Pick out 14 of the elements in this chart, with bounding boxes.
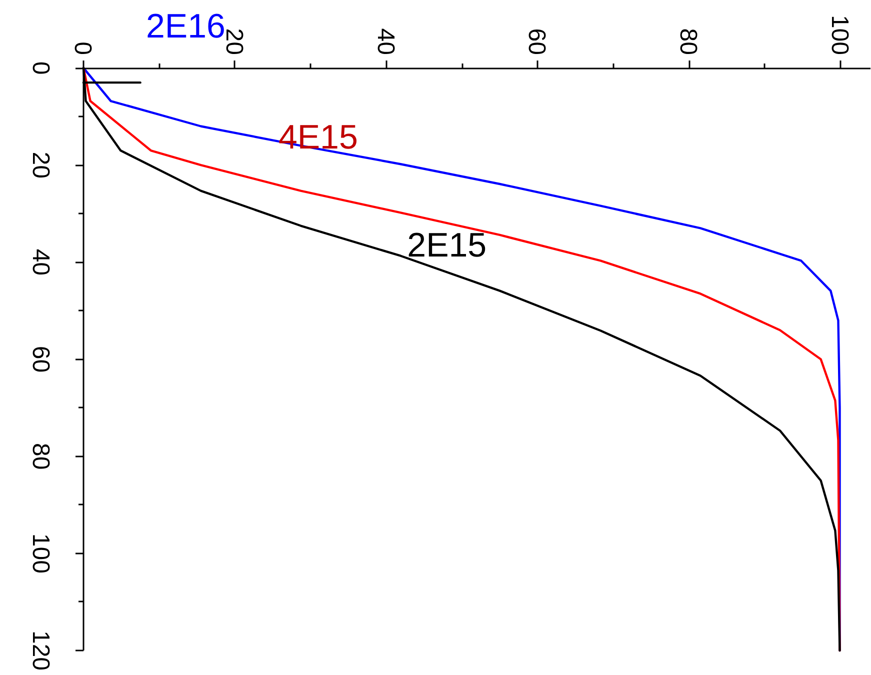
y-tick-label: 100 bbox=[27, 533, 54, 574]
y-tick-label: 40 bbox=[27, 248, 54, 276]
y-tick-label: 120 bbox=[27, 630, 54, 671]
y-tick-label: 60 bbox=[27, 346, 54, 373]
x-tick-label: 100 bbox=[826, 14, 853, 56]
y-tick-label: 0 bbox=[27, 61, 54, 75]
y-tick-label: 80 bbox=[27, 442, 54, 470]
x-tick-label: 60 bbox=[523, 28, 550, 56]
x-tick-label: 0 bbox=[69, 42, 96, 56]
x-tick-label: 80 bbox=[674, 28, 702, 56]
x-tick-label: 40 bbox=[372, 28, 399, 56]
annotation: 4E15 bbox=[278, 118, 358, 156]
annotation: 2E15 bbox=[407, 226, 487, 265]
y-tick-label: 20 bbox=[27, 152, 54, 178]
